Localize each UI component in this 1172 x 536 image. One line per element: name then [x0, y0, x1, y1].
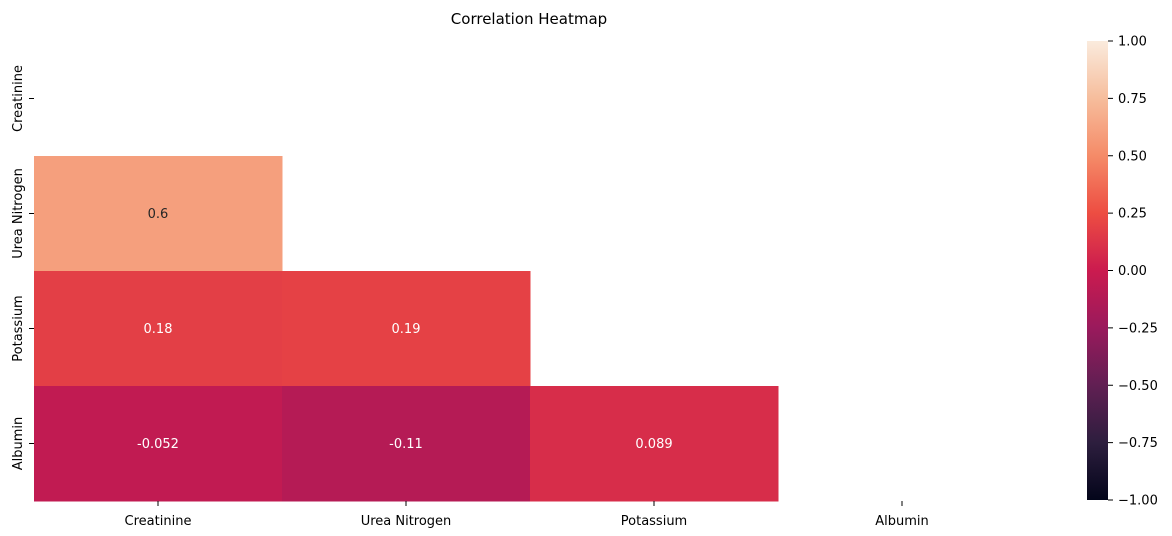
cell-value-label: 0.18 [144, 322, 173, 337]
y-tick-label: Urea Nitrogen [11, 168, 26, 259]
colorbar-tick-label: 1.00 [1118, 35, 1147, 50]
colorbar-tick-label: 0.75 [1118, 92, 1147, 107]
heatmap-cell [34, 386, 283, 502]
colorbar-tick-label: 0.00 [1118, 264, 1147, 279]
x-tick-label: Albumin [875, 514, 929, 529]
colorbar-tick-label: −0.25 [1118, 321, 1158, 336]
chart-title: Correlation Heatmap [451, 10, 607, 28]
x-tick-label: Creatinine [125, 514, 192, 529]
colorbar-tick-label: −0.75 [1118, 436, 1158, 451]
x-tick-label: Potassium [621, 514, 687, 529]
colorbar-tick-label: −1.00 [1118, 494, 1158, 509]
cell-value-label: 0.089 [635, 437, 672, 452]
heatmap-cell [34, 156, 283, 272]
x-axis: Creatinine Urea Nitrogen Potassium Albumin [125, 501, 929, 529]
heatmap-cell [282, 386, 531, 502]
colorbar-tick-label: 0.25 [1118, 207, 1147, 222]
colorbar-tick-label: −0.50 [1118, 379, 1158, 394]
colorbar-tick-label: 0.50 [1118, 149, 1147, 164]
cell-value-label: -0.11 [389, 437, 423, 452]
heatmap-cell [34, 271, 283, 387]
y-axis: Creatinine Urea Nitrogen Potassium Albumin [11, 65, 34, 470]
colorbar [1087, 41, 1108, 500]
y-tick-label: Creatinine [11, 65, 26, 132]
cell-value-label: 0.19 [392, 322, 421, 337]
y-tick-label: Albumin [11, 417, 26, 471]
heatmap-cell [530, 386, 779, 502]
heatmap-cells: 0.6 0.18 0.19 -0.052 -0.11 0.089 [34, 156, 779, 502]
colorbar-axis: 1.00 0.75 0.50 0.25 0.00 −0.25 −0.50 −0.75 −1.00 [1108, 35, 1158, 509]
y-tick-label: Potassium [11, 295, 26, 361]
cell-value-label: -0.052 [137, 437, 179, 452]
cell-value-label: 0.6 [148, 207, 169, 222]
x-tick-label: Urea Nitrogen [361, 514, 452, 529]
heatmap-cell [282, 271, 531, 387]
